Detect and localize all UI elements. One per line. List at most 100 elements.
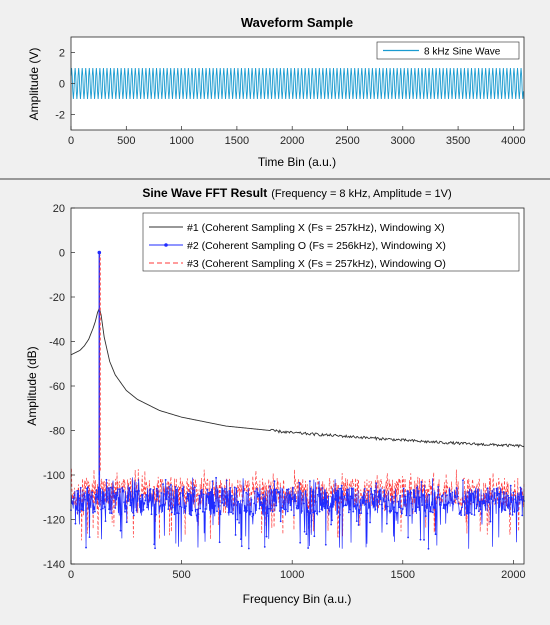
fft-series-2-point <box>326 507 329 510</box>
fft-series-2-point <box>360 512 363 515</box>
waveform-x-tick-label: 1000 <box>169 135 193 147</box>
fft-series-2-point <box>464 495 467 497</box>
fft-y-tick-label: -100 <box>43 470 65 482</box>
fft-series-2-point <box>438 496 440 499</box>
fft-series-2-point <box>247 547 250 550</box>
fft-series-2-point <box>421 504 424 507</box>
fft-series-2-point <box>185 505 187 507</box>
fft-series-2-point <box>502 491 505 493</box>
fft-series-2-point <box>195 514 198 517</box>
fft-series-2-point <box>76 490 79 492</box>
fft-series-2-point <box>322 498 325 501</box>
fft-series-2-point <box>216 490 219 493</box>
fft-series-2-point <box>430 510 432 513</box>
fft-series-2-point <box>354 505 356 507</box>
fft-series-2-point <box>458 513 461 515</box>
fft-series-2-point <box>194 508 197 511</box>
fft-series-2-point <box>244 506 247 509</box>
fft-series-2-point <box>222 489 225 492</box>
fft-series-2-point <box>142 509 145 511</box>
fft-series-2-point <box>385 505 387 507</box>
fft-series-2-point <box>480 512 483 515</box>
fft-series-2-point <box>206 488 209 491</box>
fft-series-2-point <box>500 491 502 493</box>
waveform-legend-box <box>376 41 520 60</box>
waveform-title: Waveform Sample <box>241 15 353 30</box>
fft-series-2-point <box>239 512 241 514</box>
fft-series-2-point <box>325 500 328 503</box>
fft-legend-label-3: #3 (Coherent Sampling X (Fs = 257kHz), W… <box>187 258 446 270</box>
fft-series-2-point <box>261 503 264 506</box>
fft-series-2-point <box>431 503 433 506</box>
fft-series-2-point <box>256 495 259 498</box>
fft-series-2-point <box>462 500 465 503</box>
fft-series-2-point <box>125 521 128 524</box>
fft-series-2-point <box>227 511 230 514</box>
fft-series-2-point <box>190 514 193 517</box>
fft-series-2-point <box>378 489 381 492</box>
fft-series-2-point <box>186 495 189 498</box>
fft-series-2-point <box>437 486 440 488</box>
fft-series-2-point <box>339 487 342 490</box>
fft-series-2-point <box>198 494 201 497</box>
fft-series-2-point <box>327 495 330 498</box>
fft-series-2-point <box>311 490 314 493</box>
fft-ticks: 0 500 1000 1500 2000 20 0 -20 -40 -60 -80 -100 -120 -… <box>43 203 526 581</box>
fft-series-2-point <box>472 501 475 504</box>
waveform-x-tick-label: 1500 <box>225 135 249 147</box>
fft-series-2-point <box>159 504 162 507</box>
waveform-x-tick-label: 4000 <box>501 135 525 147</box>
waveform-series-group <box>70 67 524 100</box>
fft-series-2-point <box>446 494 448 497</box>
fft-series-2-point <box>347 511 350 514</box>
fft-series-2-point <box>415 496 417 499</box>
fft-series-2-point <box>128 487 131 489</box>
waveform-x-tick-label: 500 <box>117 135 135 147</box>
fft-series-2-point <box>228 489 231 492</box>
fft-series-2-point <box>234 534 237 536</box>
fft-series-2-point <box>317 487 320 490</box>
fft-series-2-point <box>496 494 499 497</box>
fft-series-2-point <box>216 510 218 513</box>
fft-series-2-point <box>101 499 103 502</box>
fft-series-2-point <box>341 490 344 493</box>
fft-series-2-point <box>270 491 273 493</box>
fft-series-2-point <box>453 500 455 503</box>
fft-series-2-point <box>255 488 258 490</box>
fft-series-2-point <box>314 510 317 513</box>
fft-series-2-point <box>112 492 115 495</box>
fft-series-2-point <box>477 510 480 513</box>
fft-series-2-point <box>370 487 372 490</box>
fft-series-2-point <box>518 499 521 501</box>
fft-series-2-point <box>72 497 75 500</box>
fft-series-2-point <box>104 520 107 522</box>
fft-series-2-point <box>279 520 282 523</box>
fft-series-2-point <box>368 506 371 509</box>
fft-series-2-point <box>163 493 165 495</box>
fft-series-2-point <box>402 487 405 490</box>
fft-series-2-point <box>226 497 229 500</box>
fft-series-2-point <box>469 512 471 514</box>
fft-series-2-point <box>356 504 359 507</box>
fft-series-2-point <box>449 492 452 495</box>
fft-series-2-point <box>84 498 87 501</box>
fft-series-2-point <box>187 492 190 495</box>
fft-series-2-point <box>95 489 98 492</box>
fft-series-2-point <box>211 480 214 483</box>
fft-series-2-point <box>252 512 255 515</box>
fft-series-2-point <box>391 495 394 498</box>
fft-y-axis-label: Amplitude (dB) <box>25 346 39 425</box>
fft-series-2-point <box>160 492 163 494</box>
fft-series-2-point <box>74 522 77 525</box>
fft-series-2-point <box>157 500 160 503</box>
fft-series-2-point <box>302 502 305 505</box>
fft-series-2-point <box>86 486 89 489</box>
fft-series-2-point <box>213 501 216 504</box>
fft-series-2-point <box>217 505 220 508</box>
fft-series-2-point <box>225 479 228 482</box>
fft-series-2-point <box>492 500 494 503</box>
fft-series-2-point <box>321 487 324 489</box>
fft-series-2-point <box>141 493 144 496</box>
fft-series-2-point <box>224 487 226 490</box>
fft-series-2-point <box>448 489 451 492</box>
